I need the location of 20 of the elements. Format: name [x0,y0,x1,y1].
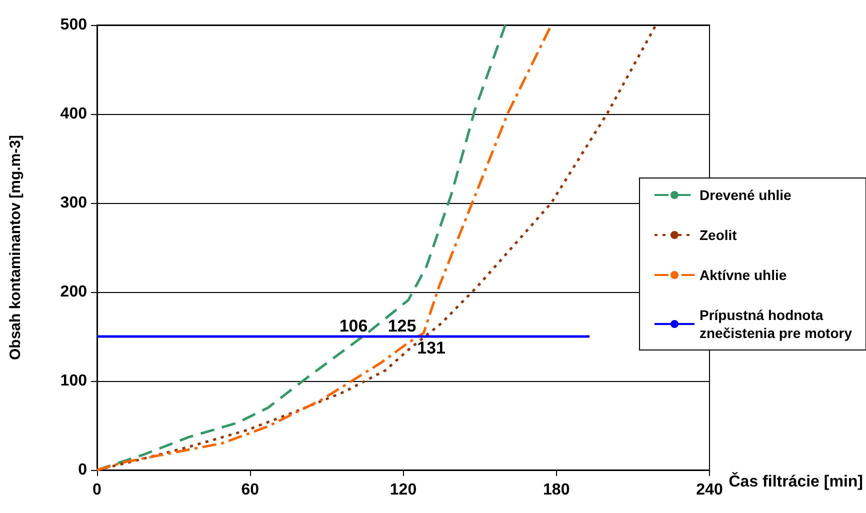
y-axis-title: Obsah kontaminantov [mg.m-3] [7,134,24,360]
legend-label: Drevené uhlie [700,187,792,203]
legend-label: Aktívne uhlie [700,267,787,283]
y-tick-label: 100 [60,372,88,390]
y-tick-label: 500 [60,16,88,34]
legend-label: Prípustná hodnota znečistenia pre motory [700,307,852,341]
y-tick-label: 400 [60,106,88,122]
annotation: 125 [388,316,416,336]
x-axis-title: Čas filtrácie [min] [728,472,864,490]
annotation: 131 [417,338,446,358]
y-tick-label: 0 [78,462,88,478]
legend-label: Zeolit [700,227,738,243]
x-tick-label: 60 [241,482,260,498]
annotation: 106 [339,316,368,336]
x-tick-label: 120 [390,482,417,498]
x-tick-label: 240 [696,482,723,498]
x-tick-label: 180 [543,482,570,498]
x-tick-label: 0 [92,482,102,498]
y-tick-label: 300 [60,194,88,212]
y-tick-label: 200 [60,284,88,300]
